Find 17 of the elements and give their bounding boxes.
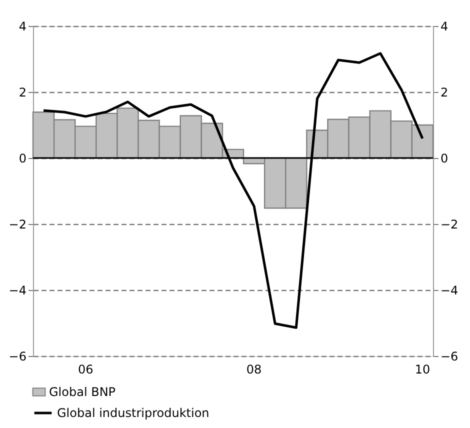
y2-tick-label: 2 xyxy=(440,86,448,100)
y-tick-label: 0 xyxy=(18,152,26,166)
x-tick-label: 08 xyxy=(246,362,262,376)
y-tick-label: −6 xyxy=(8,350,26,364)
legend-label: Global industriproduktion xyxy=(57,406,210,420)
y2-tick-label: 0 xyxy=(440,152,448,166)
y-tick-label: 2 xyxy=(18,86,26,100)
legend-label: Global BNP xyxy=(49,385,116,399)
y2-tick-label: −4 xyxy=(440,284,458,298)
y-tick-label: 4 xyxy=(18,20,26,34)
y-tick-label: −2 xyxy=(8,218,26,232)
y2-tick-label: 4 xyxy=(440,20,448,34)
y-tick-label: −4 xyxy=(8,284,26,298)
y2-tick-label: −2 xyxy=(440,218,458,232)
x-tick-label: 10 xyxy=(414,362,430,376)
x-tick-label: 06 xyxy=(78,362,94,376)
y2-tick-label: −6 xyxy=(440,350,458,364)
